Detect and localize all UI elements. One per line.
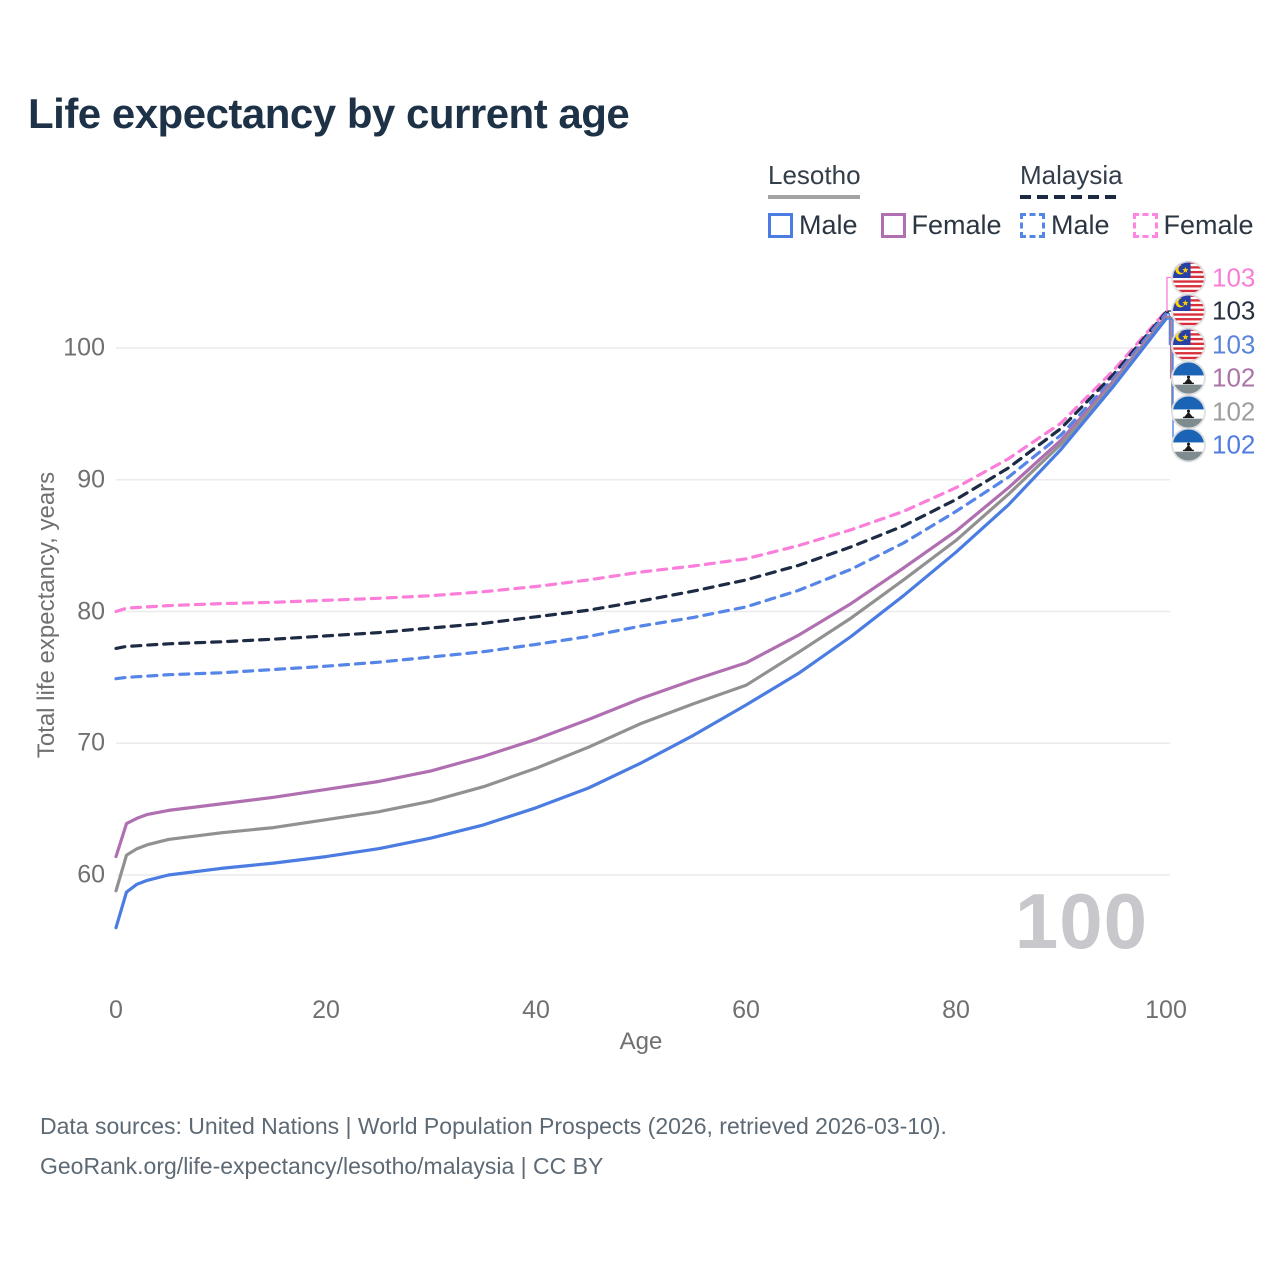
series-line-malaysia-male (114, 312, 1168, 681)
x-tick-label-100: 100 (1145, 996, 1187, 1024)
series-line-lesotho-female (114, 314, 1168, 859)
malaysia-flag-icon (1172, 261, 1205, 294)
legend-item-lesotho-female[interactable]: Female (880, 210, 1002, 241)
legend-linestyle-solid (768, 195, 860, 199)
end-value-label: 102 (1212, 362, 1256, 393)
current-age-watermark: 100 (1014, 877, 1148, 965)
legend-country-malaysia: Malaysia (1020, 160, 1123, 190)
end-label-connector (1166, 310, 1174, 314)
footer-attribution: GeoRank.org/life-expectancy/lesotho/mala… (40, 1153, 604, 1179)
end-value-label: 102 (1212, 396, 1256, 426)
end-label-row-malaysia-female: 103 (1172, 261, 1255, 294)
legend-item-malaysia-male[interactable]: Male (1020, 210, 1110, 241)
malaysia-male-swatch-icon (1020, 213, 1045, 238)
page-title: Life expectancy by current age (28, 90, 630, 137)
legend-item-lesotho-male[interactable]: Male (768, 210, 858, 241)
legend-item-malaysia-female[interactable]: Female (1132, 210, 1254, 241)
legend-item-label: Female (911, 210, 1002, 240)
series-line-malaysia-both-sexes (114, 310, 1168, 651)
x-axis-title: Age (619, 1028, 663, 1055)
x-tick-label-80: 80 (942, 996, 970, 1024)
malaysia-flag-icon (1172, 328, 1205, 361)
legend-item-label: Female (1163, 210, 1254, 240)
x-tick-label-40: 40 (522, 996, 550, 1024)
footer: Data sources: United Nations | World Pop… (40, 1106, 947, 1186)
end-label-row-lesotho-male: 102 (1172, 428, 1256, 462)
y-tick-label-70: 70 (77, 728, 105, 757)
lesotho-female-swatch-icon (880, 213, 906, 238)
end-value-label: 103 (1212, 262, 1256, 292)
end-label-row-malaysia-male: 103 (1172, 328, 1255, 361)
y-tick-label-80: 80 (77, 597, 105, 625)
series-line-lesotho-both-sexes (114, 316, 1168, 893)
end-label-row-lesotho-female: 102 (1172, 361, 1256, 395)
end-value-label: 103 (1212, 329, 1256, 359)
y-tick-label-60: 60 (77, 860, 105, 889)
lesotho-male-swatch-icon (768, 213, 793, 238)
legend-linestyle-dashed (1020, 195, 1122, 199)
x-tick-label-20: 20 (312, 996, 340, 1024)
malaysia-flag-icon (1172, 294, 1205, 328)
legend-item-label: Male (799, 210, 858, 240)
x-tick-label-60: 60 (732, 996, 760, 1024)
end-value-label: 103 (1212, 295, 1256, 326)
malaysia-female-swatch-icon (1132, 213, 1158, 238)
end-label-row-malaysia-both-sexes: 103 (1172, 294, 1256, 328)
y-axis-title: Total life expectancy, years (33, 471, 60, 759)
legend-country-lesotho: Lesotho (768, 160, 861, 190)
series-line-lesotho-male (114, 317, 1168, 930)
lesotho-flag-icon (1172, 361, 1205, 395)
series-line-malaysia-female (114, 309, 1168, 614)
legend-group-malaysia: Malaysia Male Female (1020, 160, 1260, 241)
lesotho-flag-icon (1172, 395, 1205, 428)
footer-sources: Data sources: United Nations | World Pop… (40, 1113, 947, 1139)
end-value-label: 102 (1212, 429, 1256, 460)
end-label-connector (1166, 276, 1174, 312)
legend-group-lesotho: Lesotho Male Female (768, 160, 1002, 241)
lesotho-flag-icon (1172, 428, 1205, 462)
y-tick-label-100: 100 (63, 333, 105, 362)
end-label-row-lesotho-both-sexes: 102 (1172, 395, 1255, 428)
y-tick-label-90: 90 (77, 465, 105, 494)
legend-item-label: Male (1051, 210, 1110, 240)
x-tick-label-0: 0 (109, 996, 123, 1024)
